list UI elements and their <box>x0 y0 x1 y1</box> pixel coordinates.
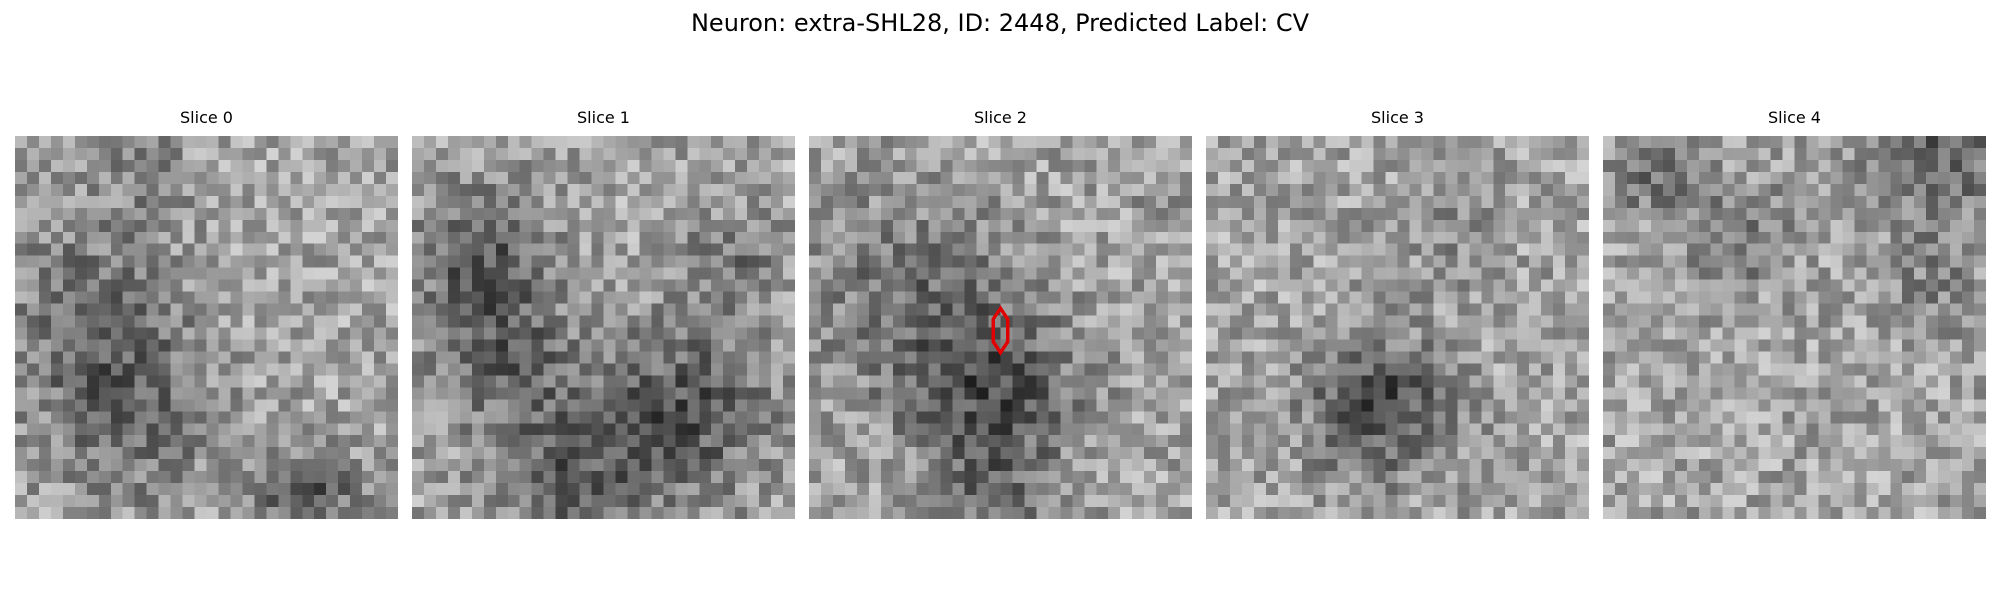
slice-image <box>412 136 795 519</box>
slice-pixels <box>1206 136 1589 519</box>
slice-title: Slice 4 <box>1768 108 1821 127</box>
slice-panel-3: Slice 3 <box>1206 108 1589 519</box>
slice-panel-4: Slice 4 <box>1603 108 1986 519</box>
slice-title: Slice 3 <box>1371 108 1424 127</box>
slice-panel-0: Slice 0 <box>15 108 398 519</box>
figure-title: Neuron: extra-SHL28, ID: 2448, Predicted… <box>690 9 1310 37</box>
slice-pixels <box>809 136 1192 519</box>
slice-panel-1: Slice 1 <box>412 108 795 519</box>
slice-image <box>1603 136 1986 519</box>
slice-image <box>15 136 398 519</box>
slice-title: Slice 0 <box>180 108 233 127</box>
slice-image <box>809 136 1192 519</box>
slice-pixels <box>15 136 398 519</box>
slice-pixels <box>412 136 795 519</box>
slice-pixels <box>1603 136 1986 519</box>
slice-image <box>1206 136 1589 519</box>
slice-panel-2: Slice 2 <box>809 108 1192 519</box>
slice-title: Slice 1 <box>577 108 630 127</box>
slice-title: Slice 2 <box>974 108 1027 127</box>
roi-marker <box>991 305 1010 356</box>
